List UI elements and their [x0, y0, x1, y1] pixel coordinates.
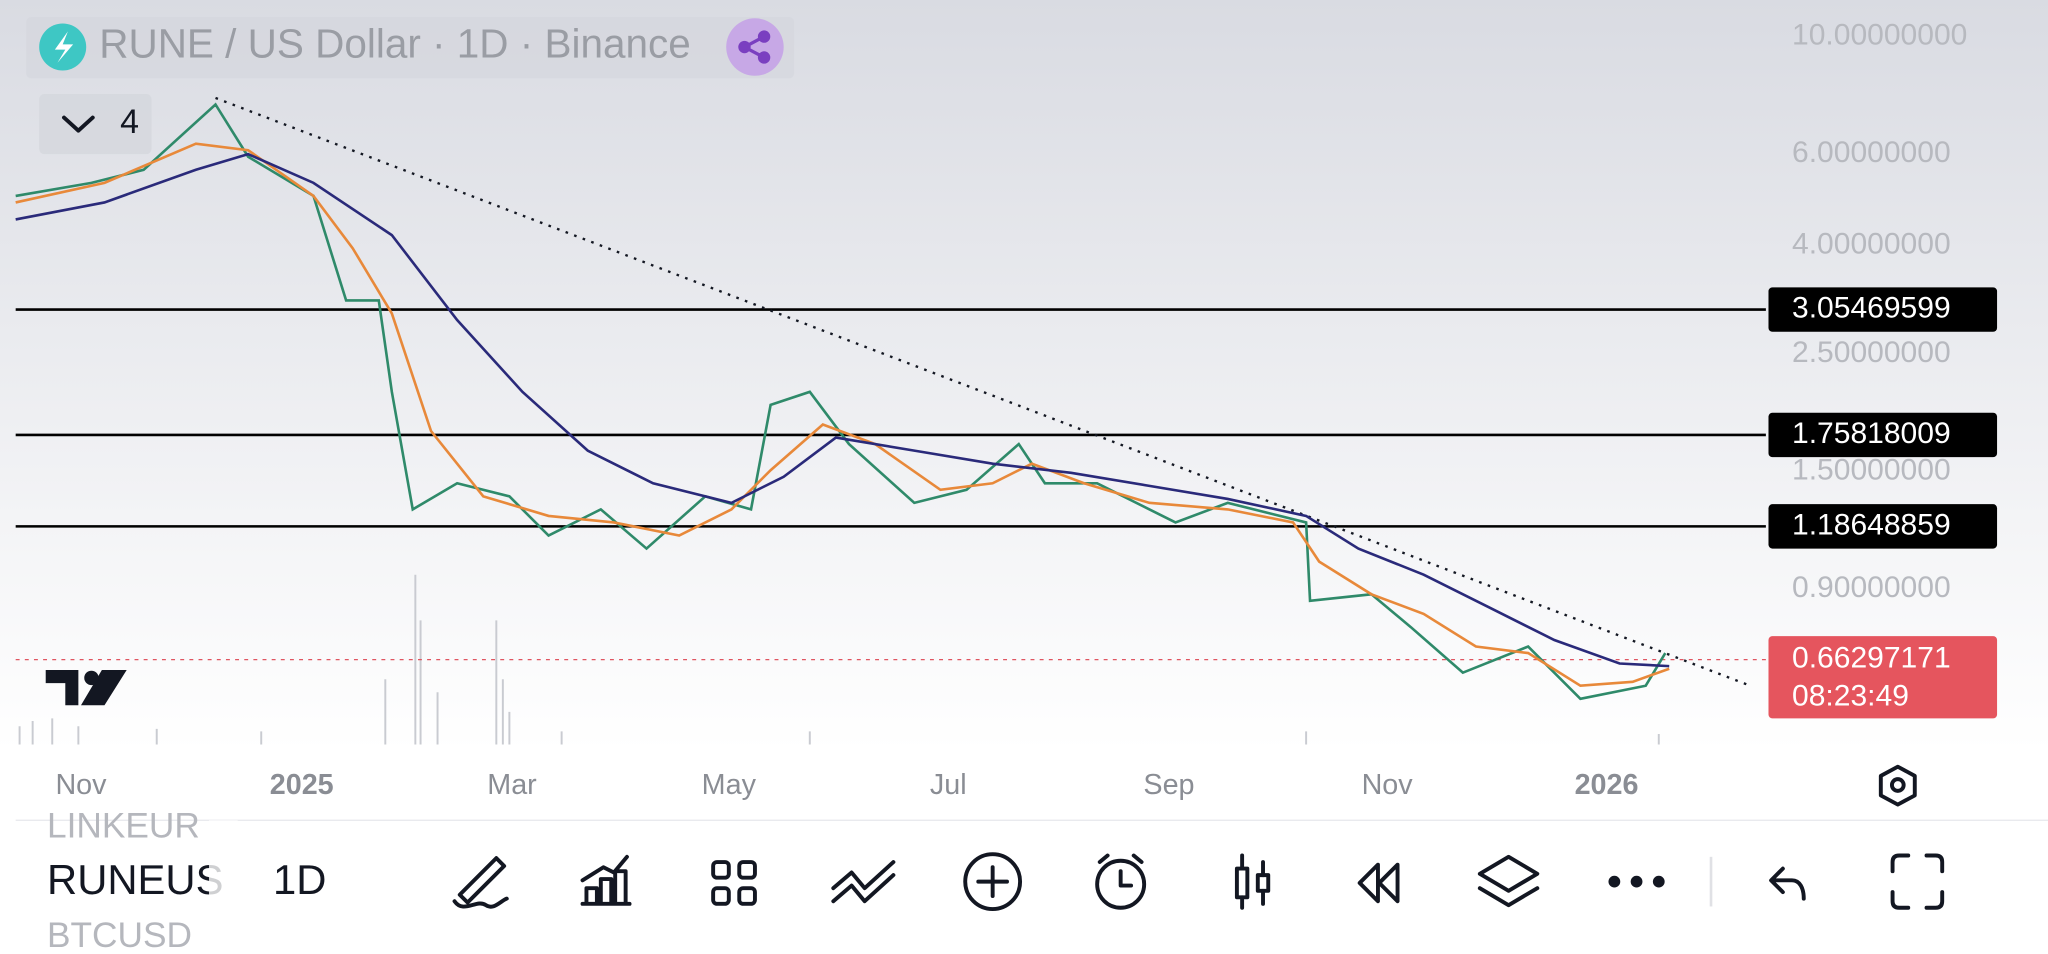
- bottom-background: [0, 751, 2048, 954]
- symbol-list-item[interactable]: BTCUSD: [47, 916, 192, 954]
- price-label: 2.50000000: [1792, 336, 1951, 369]
- time-label: Jul: [930, 769, 967, 801]
- share-button[interactable]: [726, 18, 784, 76]
- price-line-label: 1.18648859: [1792, 508, 1951, 541]
- indicator-count: 4: [120, 103, 139, 141]
- settings-icon-center: [1889, 777, 1906, 793]
- add-button[interactable]: [963, 852, 1023, 912]
- current-price-box: [1768, 636, 1998, 719]
- settings-button[interactable]: [1878, 764, 1917, 807]
- price-label: 4.00000000: [1792, 227, 1951, 260]
- replay-button[interactable]: [1357, 862, 1400, 904]
- time-label: 2026: [1575, 769, 1639, 801]
- drawing-tools-button[interactable]: [452, 856, 509, 909]
- chart-background: [0, 0, 2048, 752]
- symbol-list-item[interactable]: LINKEUR: [47, 806, 200, 845]
- price-line-label-box: [1768, 412, 1998, 458]
- time-label: Nov: [55, 769, 107, 801]
- layers-button[interactable]: [1477, 854, 1540, 908]
- tv-logo-dot: [84, 670, 99, 686]
- header-box: [26, 16, 795, 79]
- fullscreen-button[interactable]: [1890, 853, 1945, 910]
- undo-button[interactable]: [1769, 866, 1806, 901]
- price-label: 6.00000000: [1792, 136, 1951, 169]
- price-line-label-box: [1768, 504, 1998, 549]
- current-price: 0.66297171: [1792, 642, 1951, 675]
- indicator-toggle[interactable]: [39, 94, 152, 155]
- tv-logo: [45, 670, 127, 706]
- more-button[interactable]: [1608, 875, 1665, 888]
- time-label: May: [702, 769, 757, 801]
- price-label: 1.50000000: [1792, 453, 1951, 486]
- symbol-title: RUNE / US Dollar · 1D · Binance: [99, 21, 690, 67]
- price-path: [15, 102, 1667, 701]
- moving-average-slow: [15, 152, 1670, 668]
- indicators-button[interactable]: [580, 854, 632, 906]
- price-line-label: 3.05469599: [1792, 291, 1951, 324]
- compare-button[interactable]: [831, 860, 896, 904]
- bar-countdown: 08:23:49: [1792, 679, 1909, 712]
- time-label: 2025: [270, 769, 334, 801]
- price-lines: [15, 308, 1766, 528]
- price-line-label: 1.75818009: [1792, 417, 1951, 450]
- alert-button[interactable]: [1095, 853, 1147, 910]
- share-icon: [738, 30, 771, 64]
- time-label: Nov: [1362, 769, 1414, 801]
- price-line-label-box: [1768, 287, 1998, 332]
- time-label: Sep: [1143, 769, 1194, 801]
- chevron-icon: [62, 115, 95, 133]
- layout-button[interactable]: [711, 860, 757, 906]
- chart-type-button[interactable]: [1234, 853, 1271, 910]
- price-label: 0.90000000: [1792, 571, 1951, 604]
- price-label: 10.00000000: [1792, 19, 1967, 52]
- symbol-selector[interactable]: RUNEUS: [47, 856, 223, 903]
- time-label: Mar: [487, 769, 537, 801]
- symbol-fade: [208, 820, 238, 951]
- interval-selector[interactable]: 1D: [273, 856, 326, 903]
- logo-mark: [54, 31, 74, 63]
- volume: [18, 574, 1660, 745]
